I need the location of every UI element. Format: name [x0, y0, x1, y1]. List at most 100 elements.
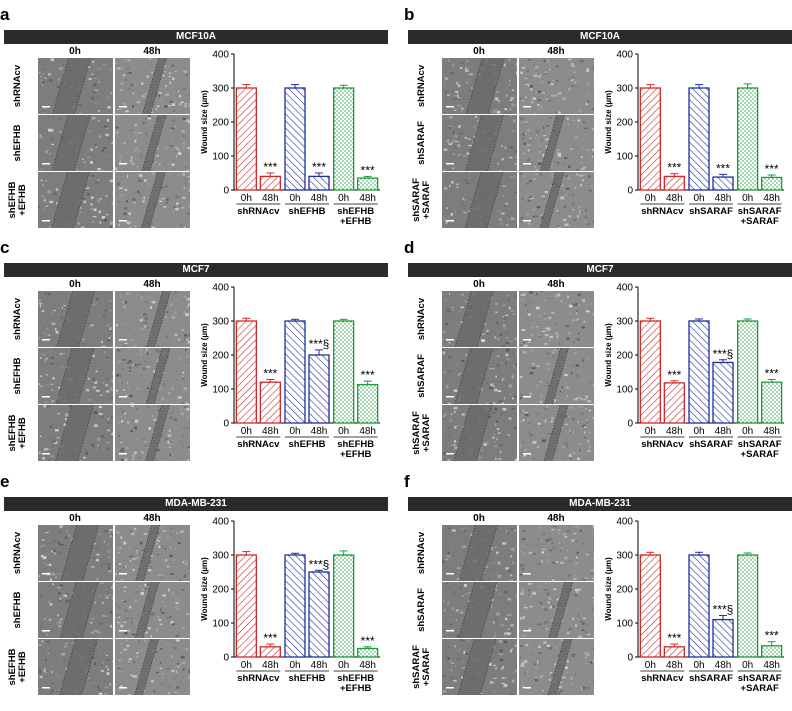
bar	[284, 87, 306, 191]
wound-image-0h	[38, 582, 113, 638]
row-label-line: shSARAF	[416, 121, 427, 165]
scale-bar	[119, 687, 127, 689]
wound-image-0h	[442, 115, 517, 171]
significance-label: ***	[361, 634, 375, 648]
significance-label: ***	[667, 161, 681, 175]
y-tick-label: 400	[616, 517, 633, 528]
row-label: shRNAcv	[408, 58, 436, 114]
x-tick-label: 48h	[715, 660, 732, 671]
wound-image-48h	[115, 405, 190, 461]
time-column-header: 0h	[69, 46, 81, 57]
group-label: shEFHB	[289, 673, 326, 684]
x-tick-label: 0h	[742, 660, 753, 671]
row-label: shEFHB	[4, 582, 32, 638]
bar	[235, 554, 257, 658]
wound-image-0h	[442, 405, 517, 461]
x-tick-label: 0h	[338, 660, 349, 671]
x-tick-label: 0h	[742, 426, 753, 437]
bar	[737, 554, 759, 658]
bar	[712, 176, 734, 191]
row-label-line: +SARAF	[421, 180, 432, 220]
panel-label: a	[0, 5, 10, 24]
time-column-header: 0h	[69, 279, 81, 290]
row-label-text: shEFHB	[12, 591, 23, 629]
bar	[761, 645, 783, 658]
significance-label: ***§	[713, 603, 734, 617]
row-label: shRNAcv	[4, 291, 32, 347]
wound-image-48h	[519, 405, 594, 461]
y-tick-label: 300	[616, 84, 633, 95]
bar	[284, 320, 306, 424]
y-tick-label: 0	[627, 186, 633, 197]
wound-image-48h	[115, 348, 190, 404]
wound-size-bar-chart: 0 100 200 300 400 Wound size (µm) 0h *** 48h shRN…	[196, 513, 386, 699]
row-label: shSARAF	[408, 115, 436, 171]
significance-label: ***	[765, 366, 779, 380]
time-column-header: 48h	[547, 279, 565, 290]
x-tick-label: 0h	[241, 193, 252, 204]
group-label: shSARAF	[738, 439, 782, 450]
scale-bar	[119, 573, 127, 575]
group-label: shSARAF	[689, 673, 733, 684]
bar	[235, 320, 257, 424]
cell-line-header: MCF10A	[408, 30, 792, 44]
figure-panel-f: f MDA-MB-231 0h 48h shRNAcv shSARAF shSARAF +SA…	[404, 473, 792, 699]
y-tick-label: 0	[223, 186, 229, 197]
scale-bar	[42, 630, 50, 632]
panel-label: c	[0, 238, 10, 257]
wound-image-48h	[519, 582, 594, 638]
group-label: +SARAF	[741, 683, 779, 694]
x-tick-label: 0h	[693, 426, 704, 437]
group-label: shRNAcv	[641, 673, 684, 684]
significance-label: ***	[765, 162, 779, 176]
row-label: shEFHB	[4, 115, 32, 171]
x-tick-label: 48h	[262, 660, 279, 671]
group-label: shRNAcv	[237, 673, 280, 684]
significance-label: ***	[312, 160, 326, 174]
cell-line-header: MCF10A	[4, 30, 388, 44]
group-label: shEFHB	[337, 206, 374, 217]
panel-label: d	[404, 238, 415, 257]
row-label-text: shSARAF +SARAF	[411, 411, 432, 455]
row-label: shRNAcv	[4, 58, 32, 114]
wound-size-bar-chart: 0 100 200 300 400 Wound size (µm) 0h *** 48h shRN…	[600, 513, 790, 699]
row-label-line: shEFHB	[12, 591, 23, 629]
y-tick-label: 300	[616, 317, 633, 328]
row-label-text: shSARAF +SARAF	[411, 645, 432, 689]
wound-image-48h	[115, 291, 190, 347]
x-tick-label: 0h	[742, 193, 753, 204]
y-tick-label: 0	[627, 653, 633, 664]
wound-image-0h	[442, 582, 517, 638]
x-tick-label: 0h	[338, 193, 349, 204]
scale-bar	[446, 220, 454, 222]
row-label-line: +SARAF	[421, 647, 432, 687]
significance-label: ***	[361, 368, 375, 382]
scale-bar	[523, 106, 531, 108]
x-tick-label: 48h	[715, 426, 732, 437]
bar	[663, 646, 685, 658]
wound-image-0h	[38, 639, 113, 695]
row-label: shSARAF	[408, 348, 436, 404]
cell-line-header: MDA-MB-231	[408, 497, 792, 511]
bar	[308, 175, 330, 191]
wound-image-0h	[442, 348, 517, 404]
scale-bar	[446, 453, 454, 455]
y-tick-label: 300	[616, 551, 633, 562]
wound-image-0h	[442, 58, 517, 114]
x-tick-label: 48h	[666, 660, 683, 671]
time-column-header: 0h	[473, 513, 485, 524]
y-tick-label: 200	[212, 351, 229, 362]
x-tick-label: 0h	[693, 193, 704, 204]
scale-bar	[446, 687, 454, 689]
time-column-header: 48h	[143, 46, 161, 57]
row-label-text: shSARAF +SARAF	[411, 178, 432, 222]
y-tick-label: 100	[616, 385, 633, 396]
cell-line-header: MCF7	[408, 263, 792, 277]
x-tick-label: 48h	[763, 426, 780, 437]
bar	[333, 87, 355, 191]
bar	[639, 554, 661, 658]
y-axis-label: Wound size (µm)	[604, 557, 613, 621]
y-axis-label: Wound size (µm)	[200, 90, 209, 154]
scale-bar	[523, 220, 531, 222]
scale-bar	[523, 453, 531, 455]
